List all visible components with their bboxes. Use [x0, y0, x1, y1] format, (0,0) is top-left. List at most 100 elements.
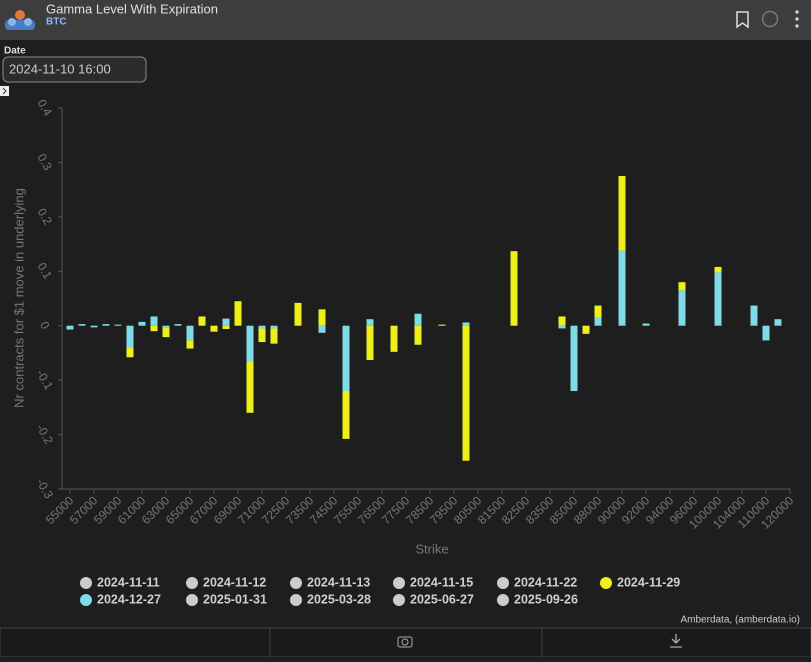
legend-label: 2025-06-27: [410, 592, 474, 606]
logo: [5, 10, 35, 30]
legend-item[interactable]: 2025-06-27: [393, 592, 474, 606]
legend-swatch: [80, 577, 92, 589]
legend-label: 2024-11-11: [97, 575, 160, 589]
bar: [462, 325, 470, 461]
legend-label: 2024-11-12: [203, 575, 266, 589]
bar: [210, 325, 218, 332]
legend-item[interactable]: 2025-01-31: [186, 592, 267, 606]
bar: [294, 302, 302, 326]
bar: [318, 309, 326, 326]
legend-item[interactable]: 2025-03-28: [290, 592, 371, 606]
bar: [390, 325, 398, 352]
camera-icon[interactable]: [397, 636, 413, 648]
bar: [594, 305, 602, 318]
credit: Amberdata, (amberdata.io): [680, 615, 800, 626]
bar: [114, 324, 122, 326]
legend-item[interactable]: 2024-11-15: [393, 575, 473, 589]
legend-item[interactable]: 2024-11-11: [80, 575, 160, 589]
x-axis-title: Strike: [415, 541, 448, 556]
bar: [258, 325, 266, 329]
bar: [150, 325, 158, 332]
bar: [198, 316, 206, 326]
more-icon[interactable]: [795, 10, 799, 28]
legend-label: 2024-12-27: [97, 592, 161, 606]
legend-item[interactable]: 2024-11-13: [290, 575, 370, 589]
legend-item[interactable]: 2024-12-27: [80, 592, 161, 606]
legend-item[interactable]: 2024-11-12: [186, 575, 266, 589]
bar: [714, 266, 722, 273]
bar: [342, 391, 350, 439]
legend-label: 2024-11-29: [617, 575, 680, 589]
header-subtitle: BTC: [46, 17, 67, 28]
download-icon[interactable]: [670, 634, 682, 648]
bar: [78, 324, 86, 326]
bar: [774, 319, 782, 326]
legend-item[interactable]: 2024-11-29: [600, 575, 680, 589]
bar: [270, 328, 278, 344]
bar: [126, 347, 134, 358]
bar: [438, 324, 446, 326]
bar: [558, 316, 566, 326]
bar: [558, 325, 566, 329]
footer-bar: [0, 627, 811, 658]
legend-label: 2025-01-31: [203, 592, 267, 606]
bar: [318, 325, 326, 333]
bar: [174, 324, 182, 326]
legend-swatch: [393, 577, 405, 589]
bar: [186, 325, 194, 341]
bar: [762, 325, 770, 341]
info-icon[interactable]: [761, 10, 779, 28]
date-label: Date: [4, 46, 26, 57]
bar: [126, 325, 134, 348]
bar: [510, 251, 518, 326]
legend-label: 2025-09-26: [514, 592, 578, 606]
header-title: Gamma Level With Expiration: [46, 1, 218, 16]
date-value: 2024-11-10 16:00: [9, 61, 111, 76]
legend-swatch: [497, 577, 509, 589]
bar: [750, 305, 758, 326]
legend-swatch: [290, 594, 302, 606]
bar: [342, 325, 350, 392]
legend-item[interactable]: 2025-09-26: [497, 592, 578, 606]
bar: [186, 340, 194, 349]
bar: [366, 319, 374, 326]
header-bar: [0, 0, 811, 40]
legend-label: 2024-11-15: [410, 575, 473, 589]
bar: [618, 250, 626, 326]
bar: [90, 325, 98, 328]
bar: [582, 325, 590, 334]
bar: [138, 321, 146, 326]
expand-arrow: [2, 87, 7, 95]
bar: [246, 325, 254, 362]
bar: [366, 325, 374, 361]
bar: [414, 313, 422, 326]
legend-swatch: [393, 594, 405, 606]
expand-button[interactable]: [0, 86, 9, 96]
bar: [258, 328, 266, 343]
date-input[interactable]: [2, 56, 147, 83]
y-axis-title: Nr contracts for $1 move in underlying: [11, 188, 26, 408]
bar: [594, 317, 602, 326]
bar: [66, 325, 74, 330]
bar: [618, 176, 626, 251]
bar: [414, 325, 422, 345]
legend-swatch: [600, 577, 612, 589]
bar: [678, 290, 686, 326]
bookmark-icon[interactable]: [736, 11, 749, 29]
bar: [162, 327, 170, 338]
bar: [642, 323, 650, 326]
bar: [234, 301, 242, 326]
bar: [102, 324, 110, 326]
legend-swatch: [186, 577, 198, 589]
bar: [150, 316, 158, 326]
legend-label: 2024-11-13: [307, 575, 370, 589]
bar: [222, 325, 230, 329]
bar: [678, 282, 686, 291]
legend-item[interactable]: 2024-11-22: [497, 575, 577, 589]
legend-label: 2024-11-22: [514, 575, 577, 589]
legend-swatch: [290, 577, 302, 589]
bar: [162, 325, 170, 328]
bar: [270, 325, 278, 329]
